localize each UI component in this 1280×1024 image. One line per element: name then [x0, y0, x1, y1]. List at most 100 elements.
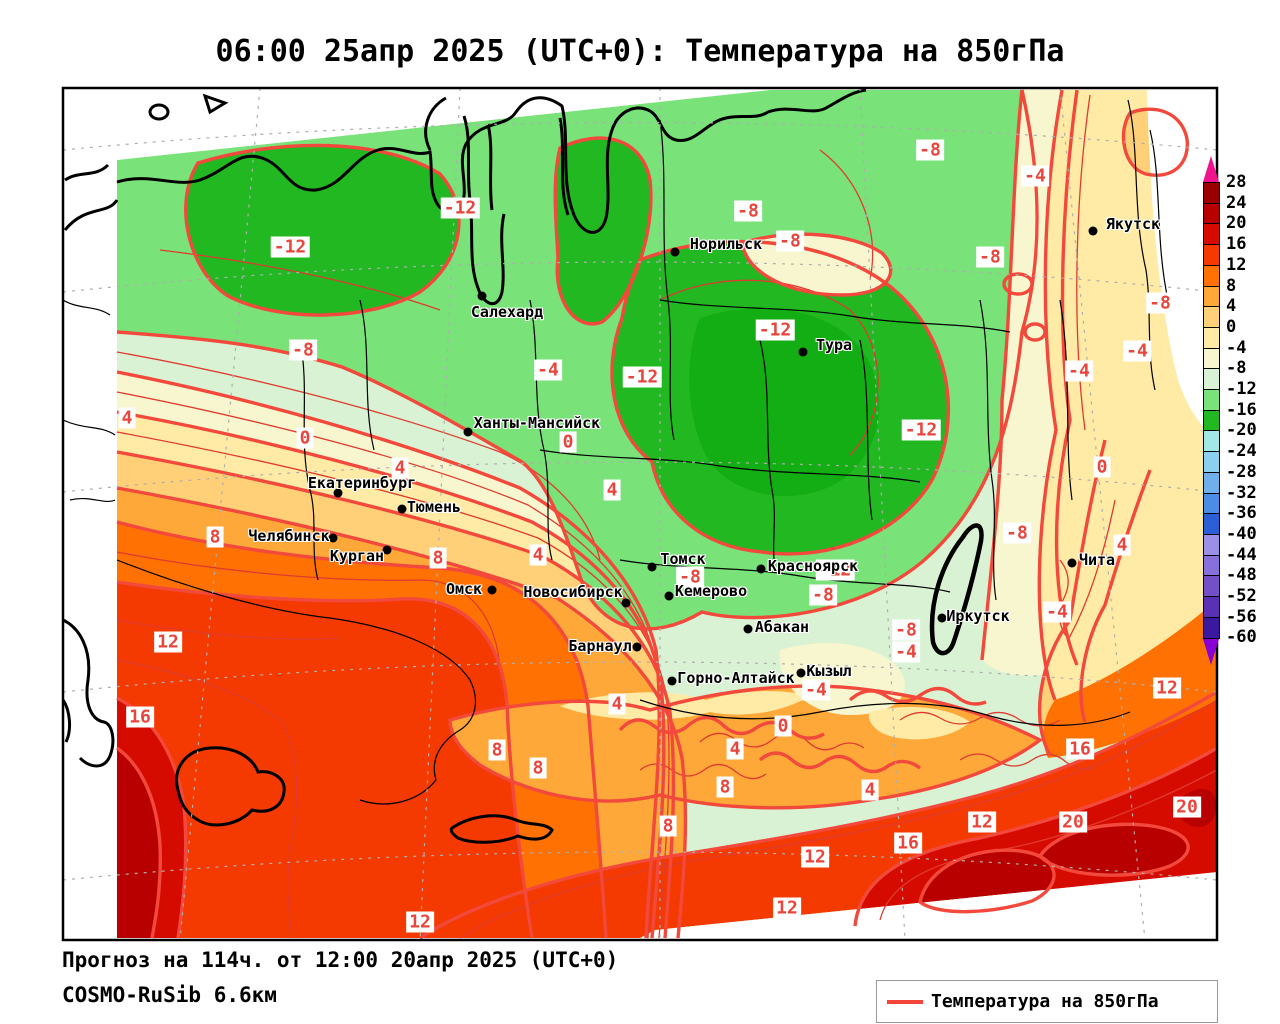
coastlines-and-borders: [63, 88, 1169, 844]
contour-label: 16: [894, 832, 922, 854]
colorbar-tick-label: -20: [1226, 420, 1257, 441]
colorbar-segment: [1203, 596, 1220, 619]
contour-label: 0: [559, 431, 577, 453]
colorbar-segment: [1203, 244, 1220, 267]
colorbar-tick-label: -36: [1226, 503, 1257, 524]
colorbar-segment: [1203, 202, 1220, 226]
city-dot: [621, 598, 631, 608]
colorbar-segment: [1203, 492, 1220, 516]
colorbar-tick-label: 16: [1226, 234, 1247, 255]
contour-label: -8: [892, 619, 920, 641]
city-label: Якутск: [1105, 215, 1161, 233]
colorbar-tick-label: 28: [1226, 172, 1247, 192]
contour-label: 12: [801, 846, 829, 868]
city-label: Курган: [329, 547, 385, 565]
colorbar-tick-label: -56: [1226, 606, 1257, 627]
colorbar-segment: [1203, 430, 1220, 454]
contour-label: -8: [916, 139, 944, 161]
contour-label: -4: [1043, 601, 1071, 623]
contour-label: 8: [716, 776, 734, 798]
city-dot: [477, 291, 487, 301]
contour-label: -12: [622, 366, 662, 388]
contour-label: -8: [1003, 522, 1031, 544]
city-dot: [397, 504, 407, 514]
city-label: Чита: [1078, 551, 1116, 569]
city-dot: [670, 247, 680, 257]
city-label: Красноярск: [767, 557, 859, 575]
colorbar-tick-label: -48: [1226, 565, 1257, 586]
city-label: Тура: [815, 336, 853, 354]
contour-label: 8: [659, 815, 677, 837]
colorbar-segment: [1203, 554, 1220, 578]
city-dot: [743, 624, 753, 634]
city-dot: [1088, 226, 1098, 236]
contour-label: 4: [603, 479, 621, 501]
colorbar-segment: [1203, 347, 1220, 371]
contour-label: -4: [802, 679, 830, 701]
colorbar-tick-label: -12: [1226, 379, 1257, 399]
city-label: Омск: [445, 580, 483, 598]
city-label: Горно-Алтайск: [677, 669, 795, 687]
contour-label: 4: [391, 457, 409, 479]
contour-label: -12: [270, 236, 310, 258]
city-dot: [937, 613, 947, 623]
contour-label: 12: [154, 631, 182, 653]
contour-label: 4: [861, 779, 879, 801]
city-dot: [667, 676, 677, 686]
contour-label: 4: [726, 738, 744, 760]
contour-label: -4: [1065, 360, 1093, 382]
contour-label: 8: [529, 757, 547, 779]
contour-label: -8: [976, 246, 1004, 268]
legend-label: Температура на 850гПа: [931, 991, 1159, 1012]
colorbar-under-arrow: [1203, 639, 1219, 666]
city-label: Иркутск: [946, 607, 1010, 625]
colorbar-segment: [1203, 264, 1220, 288]
colorbar-segment: [1203, 368, 1220, 391]
model-caption: COSMO-RuSib 6.6км: [62, 983, 277, 1007]
city-label: Ханты-Мансийск: [473, 414, 601, 432]
contour-label: 0: [296, 427, 314, 449]
colorbar-tick-label: -60: [1226, 627, 1257, 648]
contour-label: -8: [734, 200, 762, 222]
contour-label: -8: [676, 566, 704, 588]
colorbar-segment: [1203, 513, 1220, 536]
city-dot: [487, 585, 497, 595]
colorbar-over-arrow: [1203, 156, 1219, 182]
city-label: Томск: [660, 550, 706, 568]
colorbar-segment: [1203, 616, 1220, 640]
contour-label: 12: [1153, 677, 1181, 699]
contour-label: 20: [1173, 796, 1201, 818]
colorbar-tick-label: -4: [1226, 337, 1247, 358]
colorbar-tick-label: 8: [1226, 275, 1237, 296]
city-dot: [647, 562, 657, 572]
city-dot: [798, 347, 808, 357]
colorbar-tick-label: -8: [1226, 358, 1247, 379]
contour-label: 20: [1059, 811, 1087, 833]
city-dot: [328, 533, 338, 543]
colorbar-segment: [1203, 533, 1220, 557]
contour-label: -4: [892, 641, 920, 663]
colorbar-tick-label: 0: [1226, 316, 1237, 337]
city-dot: [382, 545, 392, 555]
colorbar-segment: [1203, 471, 1220, 495]
contour-label: 8: [206, 526, 224, 548]
contour-label: 8: [488, 739, 506, 761]
city-dot: [1067, 558, 1077, 568]
contour-label: -8: [809, 584, 837, 606]
colorbar-tick-label: -28: [1226, 461, 1257, 482]
contour-label: 12: [773, 897, 801, 919]
contour-label: 4: [608, 693, 626, 715]
page-title: 06:00 25апр 2025 (UTC+0): Температура на…: [215, 34, 1065, 69]
contour-label: 4: [529, 544, 547, 566]
contour-label: 12: [968, 811, 996, 833]
contour-label: -12: [440, 197, 480, 219]
city-label: Тюмень: [406, 498, 462, 516]
colorbar-tick-label: 24: [1226, 192, 1247, 213]
colorbar-segment: [1203, 182, 1220, 205]
legend-line-sample: [887, 999, 923, 1004]
city-label: Челябинск: [248, 527, 330, 545]
colorbar-tick-label: 20: [1226, 213, 1247, 234]
colorbar-segment: [1203, 326, 1220, 350]
colorbar-tick-label: -32: [1226, 482, 1257, 503]
